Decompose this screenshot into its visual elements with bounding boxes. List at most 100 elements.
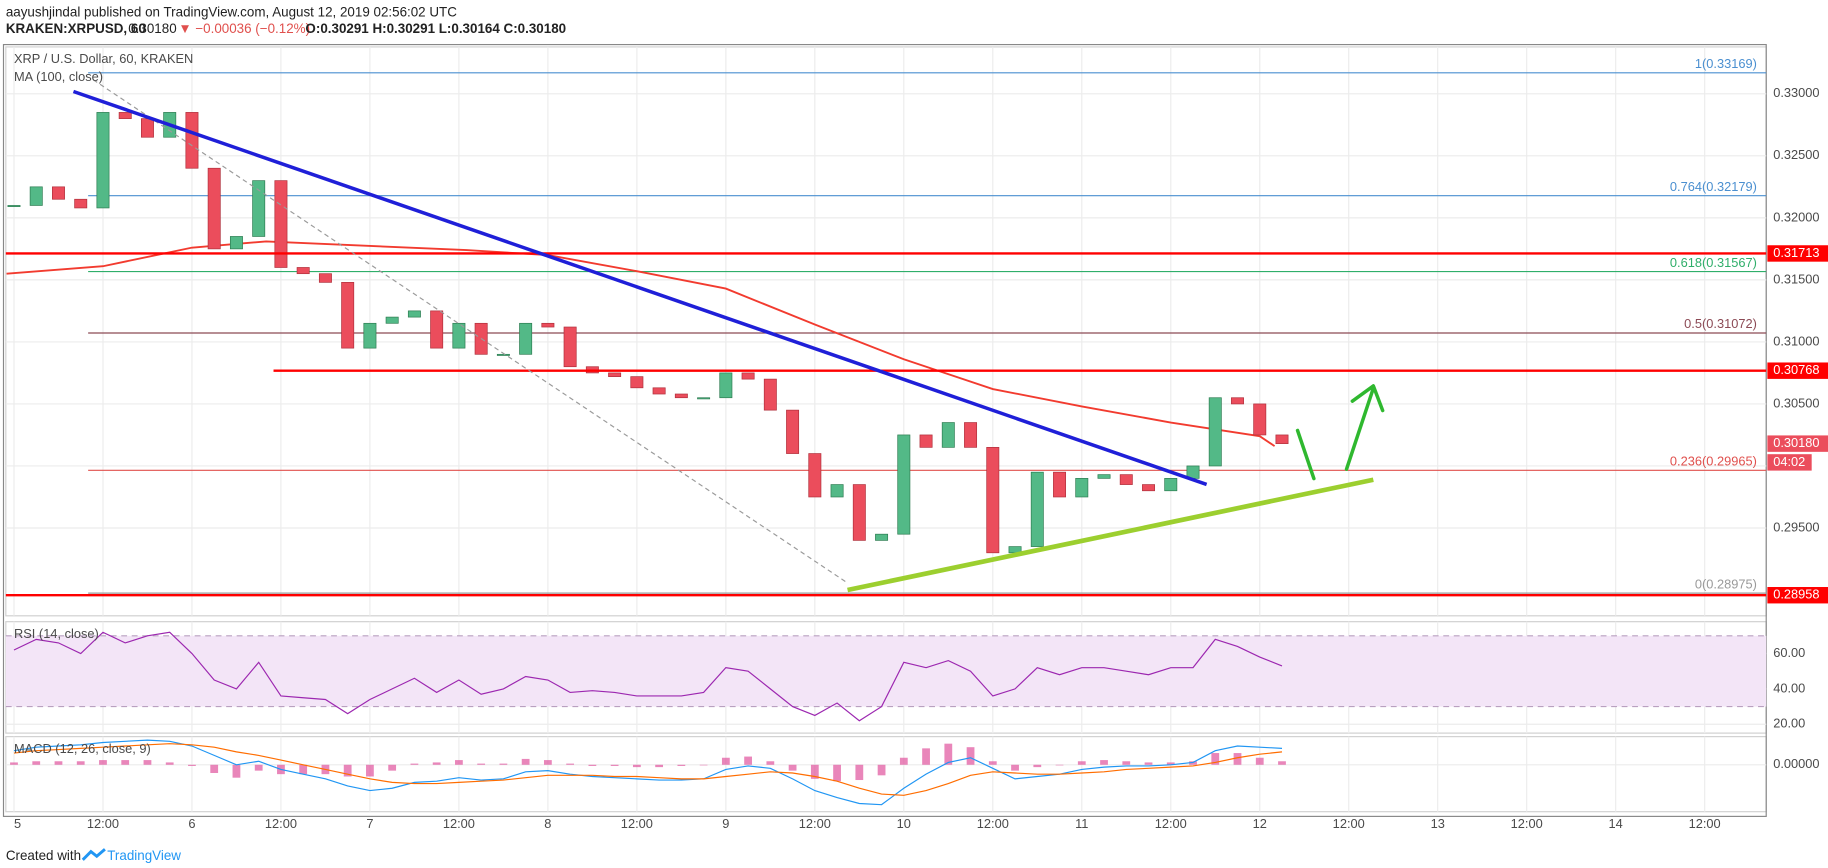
macd-histogram (188, 764, 196, 766)
x-tick-label: 7 (366, 816, 373, 831)
macd-histogram (1077, 761, 1086, 765)
candle (1053, 471, 1067, 498)
candle (1030, 471, 1044, 547)
y-tick-label: 40.00 (1773, 680, 1805, 695)
macd-histogram (521, 758, 530, 765)
change: ▼ −0.00036 (−0.12%) (178, 21, 310, 36)
fib-label: 0.5(0.31072) (1684, 316, 1757, 331)
macd-histogram (1211, 753, 1220, 765)
macd-histogram (966, 747, 975, 765)
x-tick-label: 12:00 (1333, 816, 1365, 831)
y-tick-label: 0.30500 (1773, 395, 1819, 410)
footer-brand[interactable]: TradingView (107, 848, 181, 863)
symbol: KRAKEN:XRPUSD, 60 (6, 21, 146, 36)
rsi-line (13, 631, 1283, 722)
y-tick-label: 20.00 (1773, 716, 1805, 731)
macd-histogram (1255, 757, 1264, 765)
macd-histogram (1233, 753, 1242, 765)
macd-histogram (610, 764, 619, 766)
candle (608, 372, 622, 377)
candle (986, 446, 1000, 554)
x-tick-label: 9 (722, 816, 729, 831)
macd-histogram (343, 764, 352, 777)
macd-histogram (10, 762, 18, 765)
bullish-trend-line (847, 477, 1374, 593)
x-tick-label: 12:00 (1155, 816, 1187, 831)
candle (852, 484, 866, 541)
macd-histogram (877, 764, 886, 776)
candle (1208, 397, 1222, 467)
projection-arrow (1295, 384, 1385, 481)
x-tick-label: 6 (188, 816, 195, 831)
x-tick-label: 12 (1253, 816, 1267, 831)
macd-histogram (810, 764, 819, 779)
level-badge (1767, 587, 1828, 604)
candle (830, 484, 844, 498)
candle (808, 453, 822, 498)
panel-title: RSI (14, close) (14, 626, 99, 641)
frame (2, 43, 1767, 817)
macd-histogram (566, 763, 575, 765)
candle (541, 322, 555, 328)
candle (385, 316, 399, 324)
candle (897, 434, 911, 535)
candle (1119, 474, 1133, 485)
candle (697, 397, 711, 400)
macd-histogram (788, 764, 797, 771)
candle (719, 372, 733, 399)
x-tick-label: 5 (14, 816, 21, 831)
candle (74, 198, 88, 209)
panel-title: XRP / U.S. Dollar, 60, KRAKEN (14, 51, 193, 66)
byline: aayushjindal published on TradingView.co… (6, 4, 457, 19)
x-tick-label: 14 (1609, 816, 1623, 831)
panel-title: MACD (12, 26, close, 9) (14, 741, 151, 756)
macd-histogram (899, 757, 908, 765)
macd-histogram (432, 762, 441, 765)
x-tick-label: 11 (1075, 816, 1088, 831)
countdown: 04:02 (1773, 454, 1805, 469)
candle (296, 267, 310, 275)
candle (7, 205, 21, 207)
x-tick-label: 10 (897, 816, 911, 831)
candle (763, 378, 777, 411)
fib-trend-line (92, 79, 848, 584)
macd-histogram (32, 761, 41, 765)
fib-label: 1(0.33169) (1695, 56, 1757, 71)
macd-histogram (543, 760, 552, 765)
labels: 0.2950000.305000.310000.315000.320000.32… (14, 51, 1828, 831)
macd-histogram (299, 764, 308, 775)
candle (1142, 484, 1155, 492)
y-tick-label: 0.31500 (1773, 271, 1819, 286)
level-badge-label: 0.31713 (1773, 245, 1819, 260)
macd-histogram (165, 762, 174, 765)
candle (630, 376, 644, 389)
candle (1275, 434, 1289, 444)
candle (519, 322, 533, 355)
y-tick-label: 60.00 (1773, 645, 1805, 660)
macd-histogram (766, 761, 775, 765)
candle (1075, 478, 1089, 498)
y-tick-label: 0.31000 (1773, 333, 1819, 348)
x-tick-label: 12:00 (799, 816, 831, 831)
macd-histogram (655, 764, 664, 768)
candle (207, 167, 221, 250)
bearish-trend-line (72, 89, 1208, 487)
level-badge (1767, 362, 1828, 379)
macd-histogram (1166, 762, 1175, 765)
level-badge (1767, 245, 1828, 262)
macd-line (13, 739, 1283, 806)
candle (407, 310, 421, 318)
candle (185, 112, 199, 169)
x-tick-label: 8 (544, 816, 551, 831)
grid (2, 43, 1767, 817)
y-tick-label: 0.29500 (1773, 519, 1819, 534)
candle (875, 533, 889, 541)
candle (964, 422, 978, 448)
marks (5, 72, 1767, 806)
macd-histogram (1055, 764, 1064, 766)
last-price-badge (1767, 435, 1828, 452)
macd-histogram (988, 761, 997, 765)
macd-histogram (210, 764, 219, 773)
